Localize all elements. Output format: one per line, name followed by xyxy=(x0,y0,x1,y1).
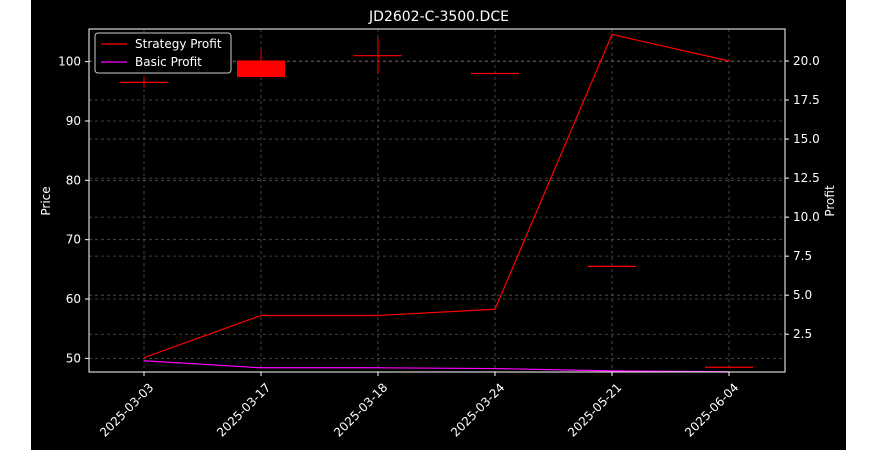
right-tick-label: 10.0 xyxy=(793,210,820,224)
left-tick-label: 70 xyxy=(66,233,81,247)
profit-lines xyxy=(143,33,730,373)
left-tick-label: 50 xyxy=(66,351,81,365)
x-tick-label: 2025-05-21 xyxy=(565,380,624,439)
grid-lines xyxy=(89,29,785,372)
legend: Strategy Profit Basic Profit xyxy=(94,32,232,74)
right-tick-label: 5.0 xyxy=(793,288,812,302)
x-axis-ticks: 2025-03-03 2025-03-17 2025-03-18 2025-03-24… xyxy=(97,372,741,440)
x-tick-label: 2025-03-24 xyxy=(448,380,507,439)
y-axis-label-right: Profit xyxy=(823,185,837,217)
right-tick-label: 20.0 xyxy=(793,54,820,68)
y-axis-label-left: Price xyxy=(39,186,53,215)
x-tick-label: 2025-06-04 xyxy=(682,380,741,439)
legend-box xyxy=(94,32,232,74)
left-axis-ticks: 50 60 70 80 90 100 xyxy=(58,55,89,365)
x-tick-label: 2025-03-17 xyxy=(214,380,273,439)
candlestick-profit-chart: JD2602-C-3500.DCE 50 60 70 80 90 100 2.5 5.0 7.… xyxy=(39,9,837,440)
legend-label-strategy-profit: Strategy Profit xyxy=(135,37,222,51)
legend-label-basic-profit: Basic Profit xyxy=(135,55,202,69)
right-tick-label: 15.0 xyxy=(793,132,820,146)
series-line-strategy-profit xyxy=(143,33,730,359)
candles xyxy=(120,37,753,368)
right-tick-label: 2.5 xyxy=(793,327,812,341)
right-tick-label: 7.5 xyxy=(793,249,812,263)
x-tick-label: 2025-03-18 xyxy=(331,380,390,439)
chart-title: JD2602-C-3500.DCE xyxy=(368,9,509,25)
right-tick-label: 12.5 xyxy=(793,171,820,185)
plot-frame xyxy=(88,28,786,373)
left-tick-label: 60 xyxy=(66,292,81,306)
candle-body xyxy=(237,60,285,78)
right-tick-label: 17.5 xyxy=(793,93,820,107)
left-tick-label: 80 xyxy=(66,173,81,187)
right-axis-ticks: 2.5 5.0 7.5 10.0 12.5 15.0 17.5 20.0 xyxy=(785,54,820,341)
x-tick-label: 2025-03-03 xyxy=(97,380,156,439)
series-line-basic-profit xyxy=(143,360,730,373)
left-tick-label: 100 xyxy=(58,55,81,69)
left-tick-label: 90 xyxy=(66,114,81,128)
chart-figure: JD2602-C-3500.DCE 50 60 70 80 90 100 2.5 5.0 7.… xyxy=(31,0,846,450)
